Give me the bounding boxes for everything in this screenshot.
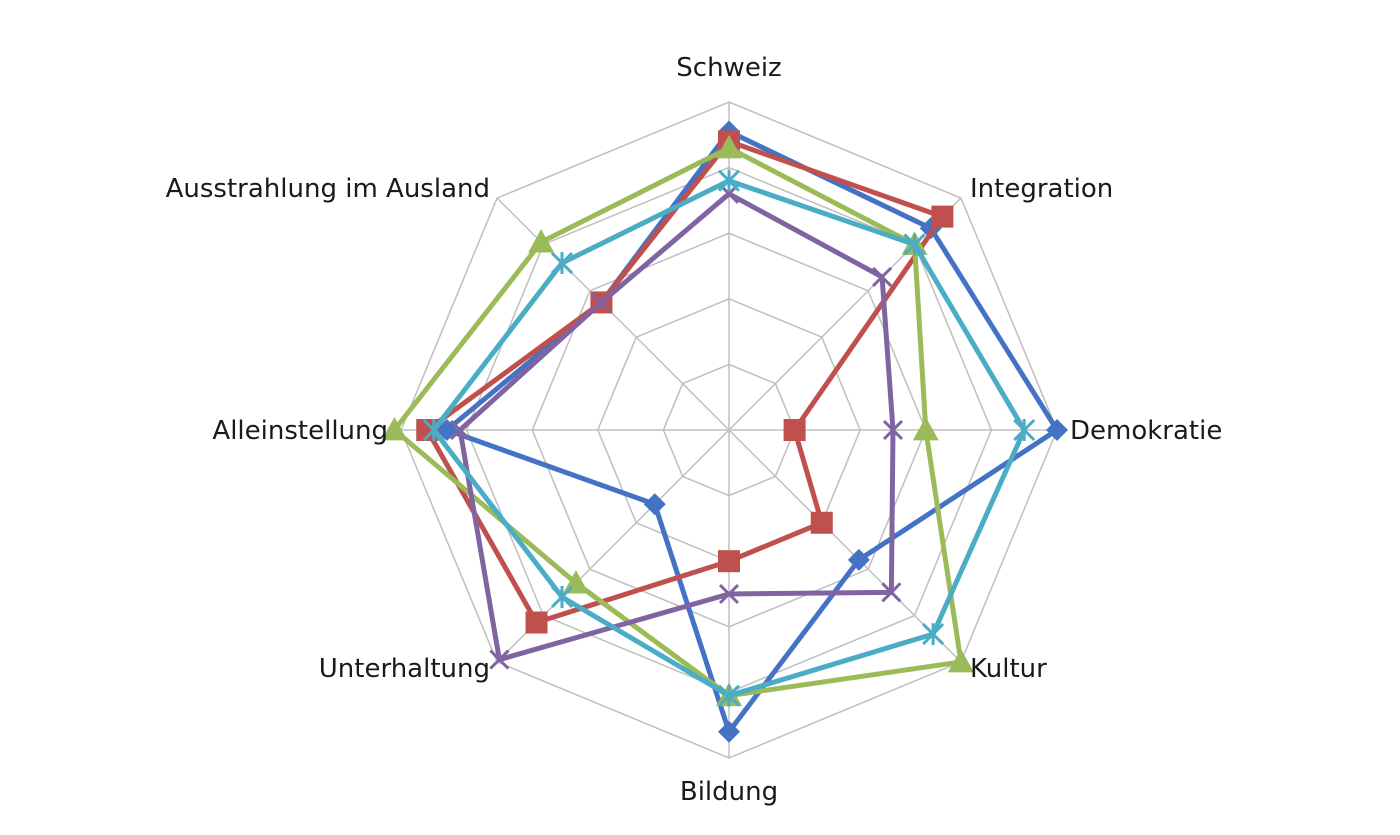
- axis-labels: Schweiz Integration Demokratie Kultur Bi…: [166, 53, 1223, 807]
- data-point-5-4: [922, 623, 945, 646]
- data-point-4-2: [872, 266, 893, 287]
- data-point-5-7: [422, 418, 445, 442]
- data-point-5-1: [717, 169, 741, 192]
- data-point-2-5: [718, 550, 740, 573]
- axis-label-ausstrahlung: Ausstrahlung im Ausland: [166, 174, 490, 204]
- data-point-4-7: [449, 419, 471, 441]
- axis-label-schweiz: Schweiz: [676, 53, 781, 83]
- data-point-1-6: [643, 493, 666, 516]
- data-point-2-2: [931, 205, 954, 228]
- grid-spoke: [728, 429, 962, 663]
- axis-label-unterhaltung: Unterhaltung: [319, 654, 490, 684]
- data-point-2-4: [810, 511, 833, 534]
- data-point-3-7: [381, 417, 408, 441]
- grid-spoke: [496, 197, 730, 431]
- series-layer: [381, 120, 1068, 743]
- data-point-5-3: [1013, 418, 1036, 442]
- axis-label-integration: Integration: [970, 174, 1113, 204]
- data-point-3-1: [716, 134, 742, 159]
- data-point-2-3: [783, 419, 806, 441]
- data-point-3-8: [528, 229, 555, 253]
- data-point-1-5: [718, 720, 740, 743]
- data-point-3-3: [912, 417, 939, 441]
- data-point-4-3: [882, 419, 904, 441]
- data-point-4-6: [489, 649, 510, 670]
- axis-label-demokratie: Demokratie: [1070, 416, 1222, 446]
- series-line-1: [444, 129, 1060, 735]
- data-point-5-2: [903, 233, 926, 256]
- data-point-5-5: [717, 684, 741, 707]
- data-point-2-6: [525, 611, 548, 634]
- data-point-1-3: [1046, 419, 1068, 441]
- data-point-4-5: [718, 583, 740, 605]
- axis-label-kultur: Kultur: [970, 654, 1047, 684]
- data-point-4-4: [881, 582, 902, 603]
- data-point-5-6: [550, 585, 574, 609]
- data-point-1-4: [847, 548, 870, 571]
- axis-label-alleinstellung: Alleinstellung: [212, 416, 388, 446]
- axis-label-bildung: Bildung: [680, 777, 778, 807]
- data-point-4-8: [591, 292, 612, 313]
- data-point-3-4: [947, 648, 974, 673]
- series-5: [422, 169, 1036, 707]
- data-point-5-8: [550, 251, 574, 275]
